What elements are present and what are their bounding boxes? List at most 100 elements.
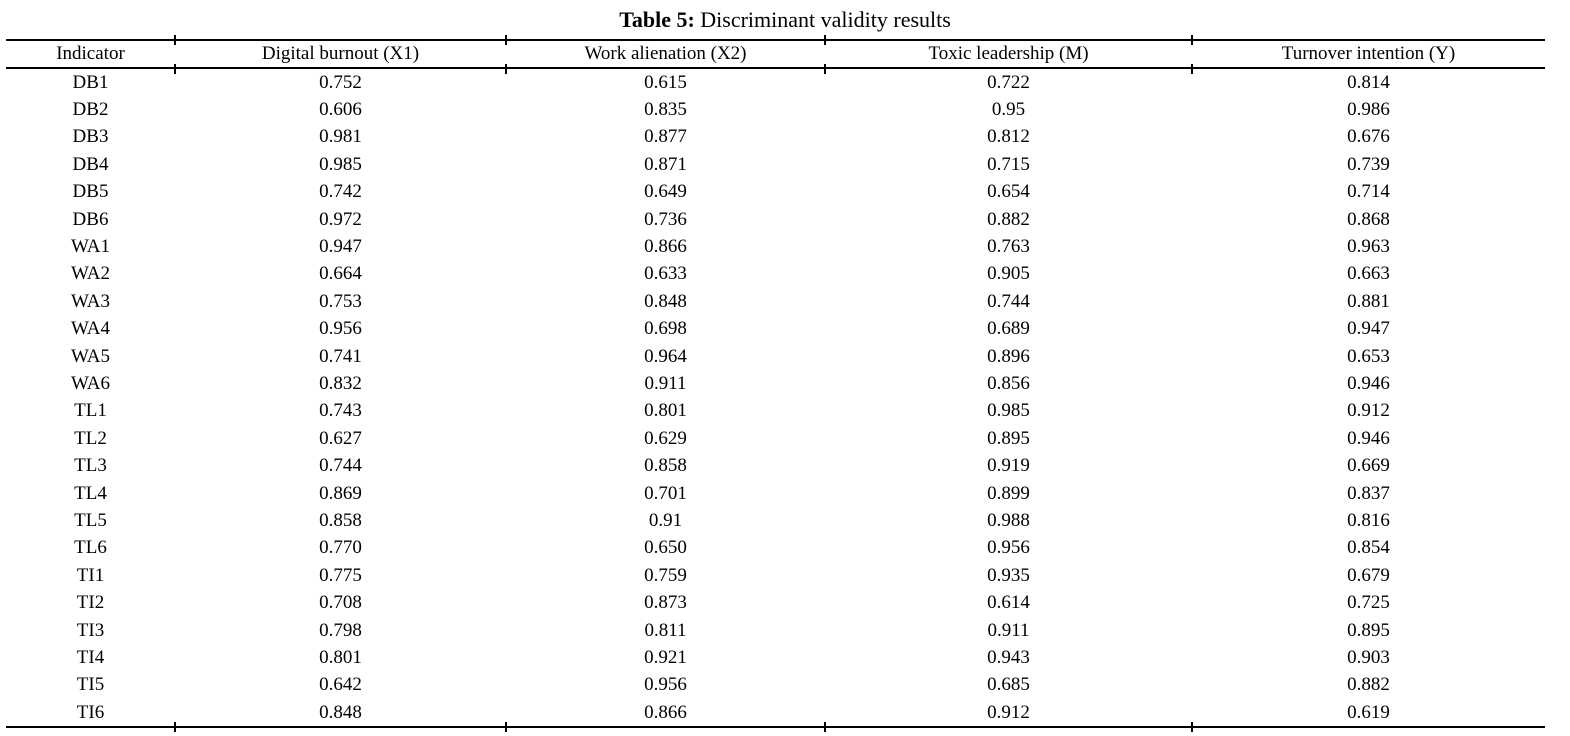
indicator-cell: TI1 [76,564,105,586]
indicator-cell: TL6 [74,537,107,559]
value-cell: 0.614 [987,592,1030,614]
value-cell: 0.986 [1347,99,1390,121]
column-separator-tick [505,64,507,74]
value-cell: 0.963 [1347,236,1390,258]
table-body: DB1 0.752 0.615 0.722 0.814 DB2 0.606 0.835 0.95… [6,68,1545,728]
column-separator-tick [174,722,176,732]
value-cell: 0.985 [319,153,362,175]
table-row: WA4 0.956 0.698 0.689 0.947 [6,316,1545,343]
table-row: TL5 0.858 0.91 0.988 0.816 [6,507,1545,534]
value-cell: 0.873 [644,592,687,614]
column-header-toxic-leadership: Toxic leadership (M) [928,43,1089,64]
value-cell: 0.753 [319,290,362,312]
value-cell: 0.812 [987,126,1030,148]
value-cell: 0.895 [1347,619,1390,641]
header-row: Indicator Digital burnout (X1) Work alie… [6,40,1545,68]
indicator-cell: TL4 [74,482,107,504]
indicator-cell: WA5 [70,345,111,367]
column-header-digital-burnout: Digital burnout (X1) [261,43,420,64]
value-cell: 0.946 [1347,427,1390,449]
value-cell: 0.877 [644,126,687,148]
table-row: WA2 0.664 0.633 0.905 0.663 [6,261,1545,288]
column-separator-tick [824,722,826,732]
table-row: DB4 0.985 0.871 0.715 0.739 [6,151,1545,178]
value-cell: 0.946 [1347,372,1390,394]
value-cell: 0.835 [644,99,687,121]
value-cell: 0.814 [1347,71,1390,93]
value-cell: 0.956 [987,537,1030,559]
value-cell: 0.905 [987,263,1030,285]
value-cell: 0.708 [319,592,362,614]
value-cell: 0.775 [319,564,362,586]
value-cell: 0.619 [1347,701,1390,723]
table-row: DB1 0.752 0.615 0.722 0.814 [6,68,1545,96]
value-cell: 0.743 [319,400,362,422]
table-row: TL2 0.627 0.629 0.895 0.946 [6,425,1545,452]
value-cell: 0.903 [1347,646,1390,668]
value-cell: 0.988 [987,509,1030,531]
value-cell: 0.679 [1347,564,1390,586]
value-cell: 0.725 [1347,592,1390,614]
value-cell: 0.912 [1347,400,1390,422]
value-cell: 0.964 [644,345,687,367]
value-cell: 0.649 [644,181,687,203]
indicator-cell: TI4 [76,646,105,668]
table-row: TL4 0.869 0.701 0.899 0.837 [6,480,1545,507]
value-cell: 0.629 [644,427,687,449]
value-cell: 0.899 [987,482,1030,504]
value-cell: 0.882 [987,208,1030,230]
indicator-cell: TL2 [74,427,107,449]
value-cell: 0.881 [1347,290,1390,312]
indicator-cell: DB1 [72,71,109,93]
value-cell: 0.912 [987,701,1030,723]
value-cell: 0.956 [319,318,362,340]
indicator-cell: TL5 [74,509,107,531]
value-cell: 0.744 [987,290,1030,312]
table-title-text: Discriminant validity results [700,7,951,32]
value-cell: 0.744 [319,455,362,477]
column-header-work-alienation: Work alienation (X2) [584,43,747,64]
table-row: TI1 0.775 0.759 0.935 0.679 [6,562,1545,589]
table-caption: Table 5: Discriminant validity results [0,0,1570,34]
indicator-cell: DB5 [72,181,109,203]
table-row: TI6 0.848 0.866 0.912 0.619 [6,699,1545,728]
table-row: TI3 0.798 0.811 0.911 0.895 [6,617,1545,644]
indicator-cell: DB3 [72,126,109,148]
value-cell: 0.698 [644,318,687,340]
value-cell: 0.811 [644,619,687,641]
indicator-cell: TI6 [76,701,105,723]
column-separator-tick [505,35,507,45]
table-row: WA5 0.741 0.964 0.896 0.653 [6,343,1545,370]
value-cell: 0.663 [1347,263,1390,285]
table-row: DB5 0.742 0.649 0.654 0.714 [6,179,1545,206]
value-cell: 0.832 [319,372,362,394]
column-separator-tick [824,64,826,74]
value-cell: 0.633 [644,263,687,285]
indicator-cell: TI5 [76,674,105,696]
value-cell: 0.935 [987,564,1030,586]
column-separator-tick [1191,722,1193,732]
value-cell: 0.911 [644,372,687,394]
column-separator-tick [1191,35,1193,45]
value-cell: 0.911 [987,619,1030,641]
value-cell: 0.741 [319,345,362,367]
table-row: WA6 0.832 0.911 0.856 0.946 [6,370,1545,397]
indicator-cell: WA2 [70,263,111,285]
value-cell: 0.714 [1347,181,1390,203]
value-cell: 0.742 [319,181,362,203]
table-row: TL6 0.770 0.650 0.956 0.854 [6,535,1545,562]
value-cell: 0.981 [319,126,362,148]
column-separator-tick [1191,64,1193,74]
value-cell: 0.868 [1347,208,1390,230]
table-row: TI4 0.801 0.921 0.943 0.903 [6,644,1545,671]
column-header-indicator: Indicator [56,43,125,64]
value-cell: 0.689 [987,318,1030,340]
value-cell: 0.91 [648,509,683,531]
value-cell: 0.856 [987,372,1030,394]
value-cell: 0.947 [319,236,362,258]
value-cell: 0.763 [987,236,1030,258]
table-row: DB6 0.972 0.736 0.882 0.868 [6,206,1545,233]
value-cell: 0.606 [319,99,362,121]
column-separator-tick [174,35,176,45]
